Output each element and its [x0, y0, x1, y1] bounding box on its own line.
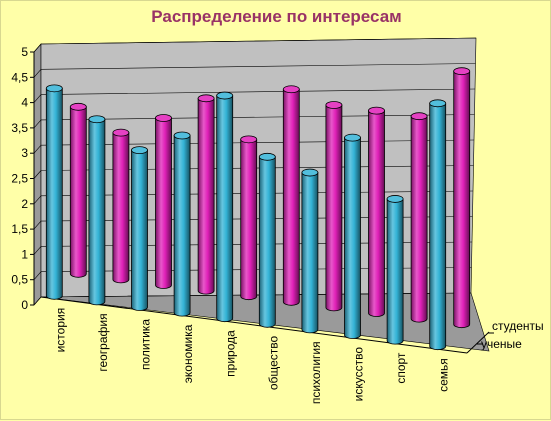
bar-scientists-7	[368, 106, 385, 317]
side-gridline	[33, 246, 42, 255]
bar-students-6	[301, 168, 319, 334]
bar-students-0	[45, 84, 63, 300]
gridline	[40, 63, 476, 70]
bar-scientists-3	[197, 94, 215, 295]
bar-scientists-0	[69, 102, 87, 278]
x-tick-label: семья	[437, 358, 451, 392]
bar-scientists-8	[410, 112, 428, 323]
gridline	[40, 114, 475, 121]
bar-students-8	[386, 195, 404, 345]
y-tick-label: 2,5	[11, 172, 28, 186]
side-gridline	[33, 145, 42, 154]
bar-scientists-1	[112, 128, 130, 284]
x-tick-label: политика	[139, 319, 153, 370]
bar-scientists-9	[453, 67, 471, 329]
side-gridline	[33, 195, 42, 204]
x-tick-label: история	[53, 308, 67, 353]
bar-scientists-4	[240, 135, 258, 301]
y-tick-label: 3,5	[11, 121, 28, 135]
side-gridline	[33, 271, 42, 280]
bar-students-4	[216, 91, 234, 323]
side-gridline	[33, 94, 42, 103]
side-gridline	[33, 69, 42, 78]
y-tick-label: 1	[21, 247, 28, 261]
x-tick-label: искусство	[352, 347, 366, 402]
side-gridline	[33, 43, 42, 53]
x-tick-label: общество	[266, 335, 280, 390]
gridline	[40, 37, 477, 45]
y-tick-label: 4,5	[11, 70, 28, 84]
bar-students-9	[429, 99, 447, 351]
bar-scientists-5	[282, 85, 300, 306]
y-tick-label: 0,5	[11, 273, 28, 287]
side-gridline	[33, 119, 42, 129]
x-tick-label: спорт	[394, 352, 408, 384]
bar-students-1	[88, 115, 106, 306]
y-tick-label: 5	[21, 45, 28, 59]
bar-students-5	[258, 152, 276, 328]
y-tick-label: 3	[21, 146, 28, 160]
x-tick-label: экономика	[181, 324, 195, 383]
depth-axis-line	[466, 331, 490, 354]
x-tick-label: природа	[224, 330, 238, 377]
bar-scientists-2	[155, 114, 172, 289]
side-gridline	[33, 170, 42, 179]
y-tick-label: 1,5	[11, 222, 28, 236]
bar-students-7	[344, 133, 361, 339]
bar-scientists-6	[325, 101, 343, 312]
depth-label-scientists: ученые	[481, 337, 522, 351]
y-tick-label: 0	[21, 298, 28, 312]
chart-title: Распределение по интересам	[151, 7, 402, 26]
bar-students-2	[131, 146, 148, 311]
side-gridline	[33, 220, 42, 230]
depth-label-students: студенты	[492, 319, 544, 333]
x-tick-label: психолигия	[309, 341, 323, 404]
side-gridline	[33, 296, 42, 306]
y-tick-label: 2	[21, 197, 28, 211]
bar-students-3	[173, 131, 191, 317]
gridline	[40, 88, 476, 95]
y-tick-label: 4	[21, 96, 28, 110]
x-tick-label: география	[96, 313, 110, 371]
